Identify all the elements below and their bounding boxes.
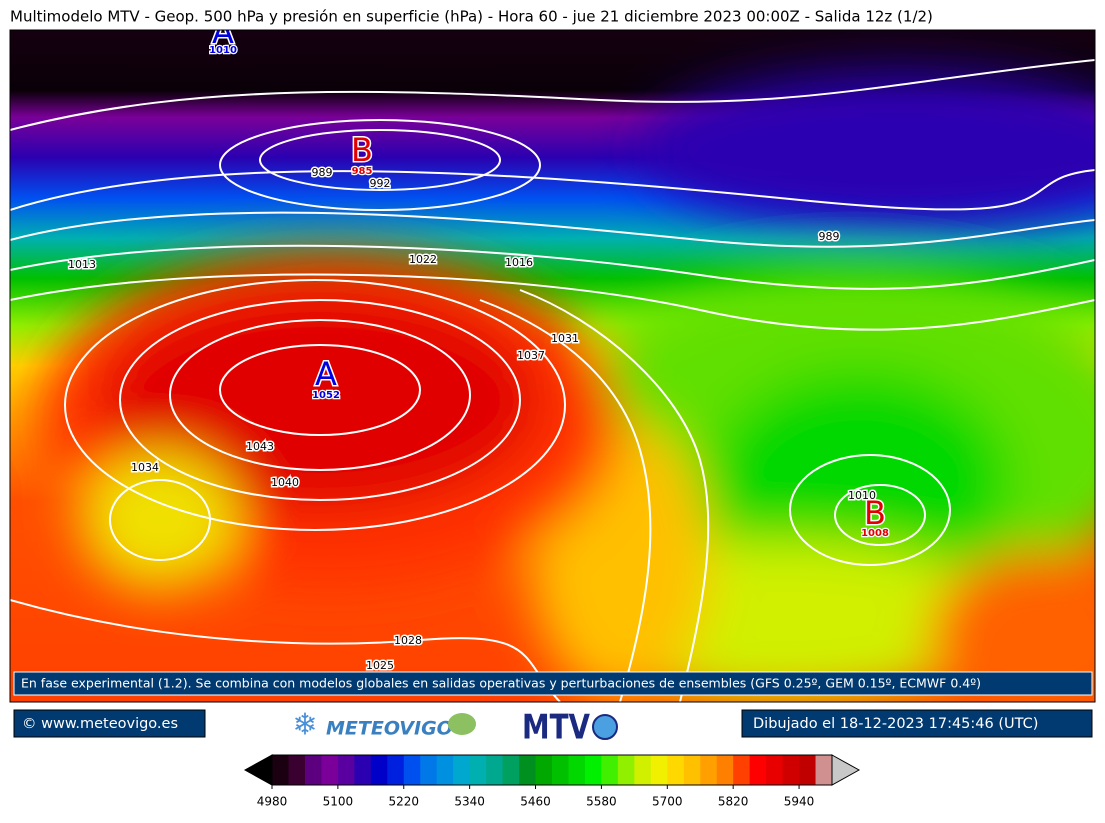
- colorbar-swatch: [716, 755, 734, 785]
- colorbar-swatch: [321, 755, 339, 785]
- colorbar-swatch: [304, 755, 322, 785]
- center-letter: A: [212, 13, 234, 51]
- isobar-label: 1043: [246, 440, 274, 453]
- isobar-label: 1013: [68, 258, 96, 271]
- colorbar-swatch: [617, 755, 635, 785]
- colorbar-swatch: [667, 755, 685, 785]
- colorbar-swatch: [634, 755, 652, 785]
- website-box: [13, 709, 206, 738]
- colorbar-extend-min: [243, 754, 273, 786]
- colorbar-tick-label: 5940: [784, 795, 815, 809]
- colorbar-frame: [271, 754, 833, 786]
- logo-meteovigo: METEOVIGO: [326, 718, 453, 740]
- isobar-label: 1016: [505, 256, 533, 269]
- colorbar-swatch: [568, 755, 586, 785]
- center-value: 985: [352, 166, 373, 177]
- colorbar-tick-label: 4980: [257, 795, 288, 809]
- map: En fase experimental (1.2). Se combina c…: [10, 13, 1095, 702]
- colorbar-swatch: [436, 755, 454, 785]
- colorbar-swatch: [650, 755, 668, 785]
- colorbar: 4980 5100 5220 5340 5460 5580 5700 5820 5940: [243, 754, 861, 809]
- isobar-label: 1037: [517, 349, 545, 362]
- center-value: 1008: [861, 528, 889, 539]
- isobar-label: 1010: [848, 489, 876, 502]
- logo-mtv: MTV: [522, 708, 591, 748]
- colorbar-tick-label: 5580: [586, 795, 617, 809]
- colorbar-swatch: [469, 755, 487, 785]
- colorbar-swatch: [403, 755, 421, 785]
- colorbar-swatch: [370, 755, 388, 785]
- website[interactable]: © www.meteovigo.es: [22, 716, 178, 732]
- isobar-label: 989: [819, 230, 840, 243]
- colorbar-tick-label: 5820: [718, 795, 749, 809]
- colorbar-swatch: [584, 755, 602, 785]
- isobar-label: 1031: [551, 332, 579, 345]
- title: Multimodelo MTV - Geop. 500 hPa y presió…: [10, 8, 933, 26]
- colorbar-swatch: [552, 755, 569, 785]
- colorbar-swatch: [453, 755, 471, 785]
- isobar-label: 992: [370, 177, 391, 190]
- center-letter: B: [864, 494, 886, 532]
- center-value: 1052: [312, 390, 340, 401]
- drawn-date: Dibujado el 18-12-2023 17:45:46 (UTC): [753, 716, 1038, 732]
- colorbar-swatch: [683, 755, 701, 785]
- colorbar-swatch: [486, 755, 504, 785]
- colorbar-swatch: [288, 755, 306, 785]
- snowflake-icon: ❄: [292, 708, 317, 743]
- colorbar-swatch: [766, 755, 784, 785]
- colorbar-swatch: [354, 755, 372, 785]
- center-letter: A: [315, 355, 337, 393]
- isobars: [10, 59, 1095, 702]
- colorbar-swatch: [700, 755, 718, 785]
- colorbar-swatch: [535, 755, 553, 785]
- colorbar-swatch: [749, 755, 767, 785]
- colorbar-swatch: [799, 755, 817, 785]
- isobar-label: 1034: [131, 461, 159, 474]
- colorbar-swatch: [519, 755, 537, 785]
- isobar-label: 989: [312, 166, 333, 179]
- center-value: 1010: [209, 45, 237, 56]
- colorbar-tick-label: 5340: [454, 795, 485, 809]
- colorbar-extend-max: [831, 754, 861, 786]
- colorbar-swatch: [387, 755, 405, 785]
- colorbar-tick-label: 5100: [323, 795, 354, 809]
- leaf-icon: [448, 713, 476, 735]
- map-frame: [9, 29, 1096, 703]
- colorbar-swatch: [420, 755, 438, 785]
- colorbar-tick-label: 5460: [520, 795, 551, 809]
- colorbar-swatch: [815, 755, 833, 785]
- isobar-label: 1028: [394, 634, 422, 647]
- colorbar-swatch: [733, 755, 751, 785]
- notice-text: En fase experimental (1.2). Se combina c…: [21, 676, 981, 691]
- colorbar-swatch: [601, 755, 619, 785]
- colorbar-tick-label: 5220: [388, 795, 419, 809]
- drawn-box: [741, 709, 1093, 738]
- colorbar-tick-label: 5700: [652, 795, 683, 809]
- isobar-label: 1022: [409, 253, 437, 266]
- isobar-label: 1025: [366, 659, 394, 672]
- isobar-label: 1040: [271, 476, 299, 489]
- mtv-globe: [592, 714, 618, 740]
- colorbar-swatch: [272, 755, 289, 785]
- notice-banner: [13, 671, 1093, 696]
- center-letter: B: [351, 131, 373, 169]
- colorbar-swatch: [337, 755, 355, 785]
- colorbar-swatch: [782, 755, 800, 785]
- colorbar-swatch: [502, 755, 520, 785]
